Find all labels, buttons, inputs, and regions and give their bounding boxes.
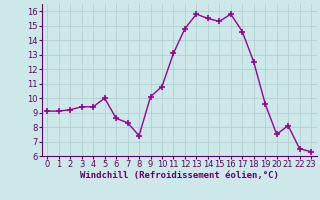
X-axis label: Windchill (Refroidissement éolien,°C): Windchill (Refroidissement éolien,°C) [80,171,279,180]
